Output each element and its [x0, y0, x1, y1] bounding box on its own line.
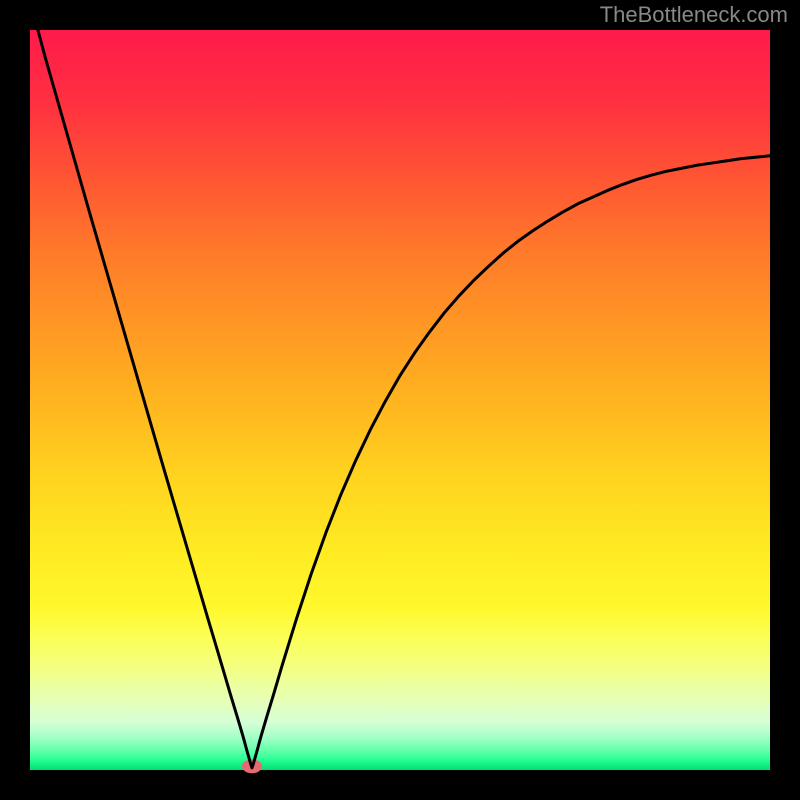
plot-area [30, 30, 770, 770]
watermark-text: TheBottleneck.com [600, 2, 788, 27]
chart-container: TheBottleneck.com [0, 0, 800, 800]
bottleneck-chart: TheBottleneck.com [0, 0, 800, 800]
